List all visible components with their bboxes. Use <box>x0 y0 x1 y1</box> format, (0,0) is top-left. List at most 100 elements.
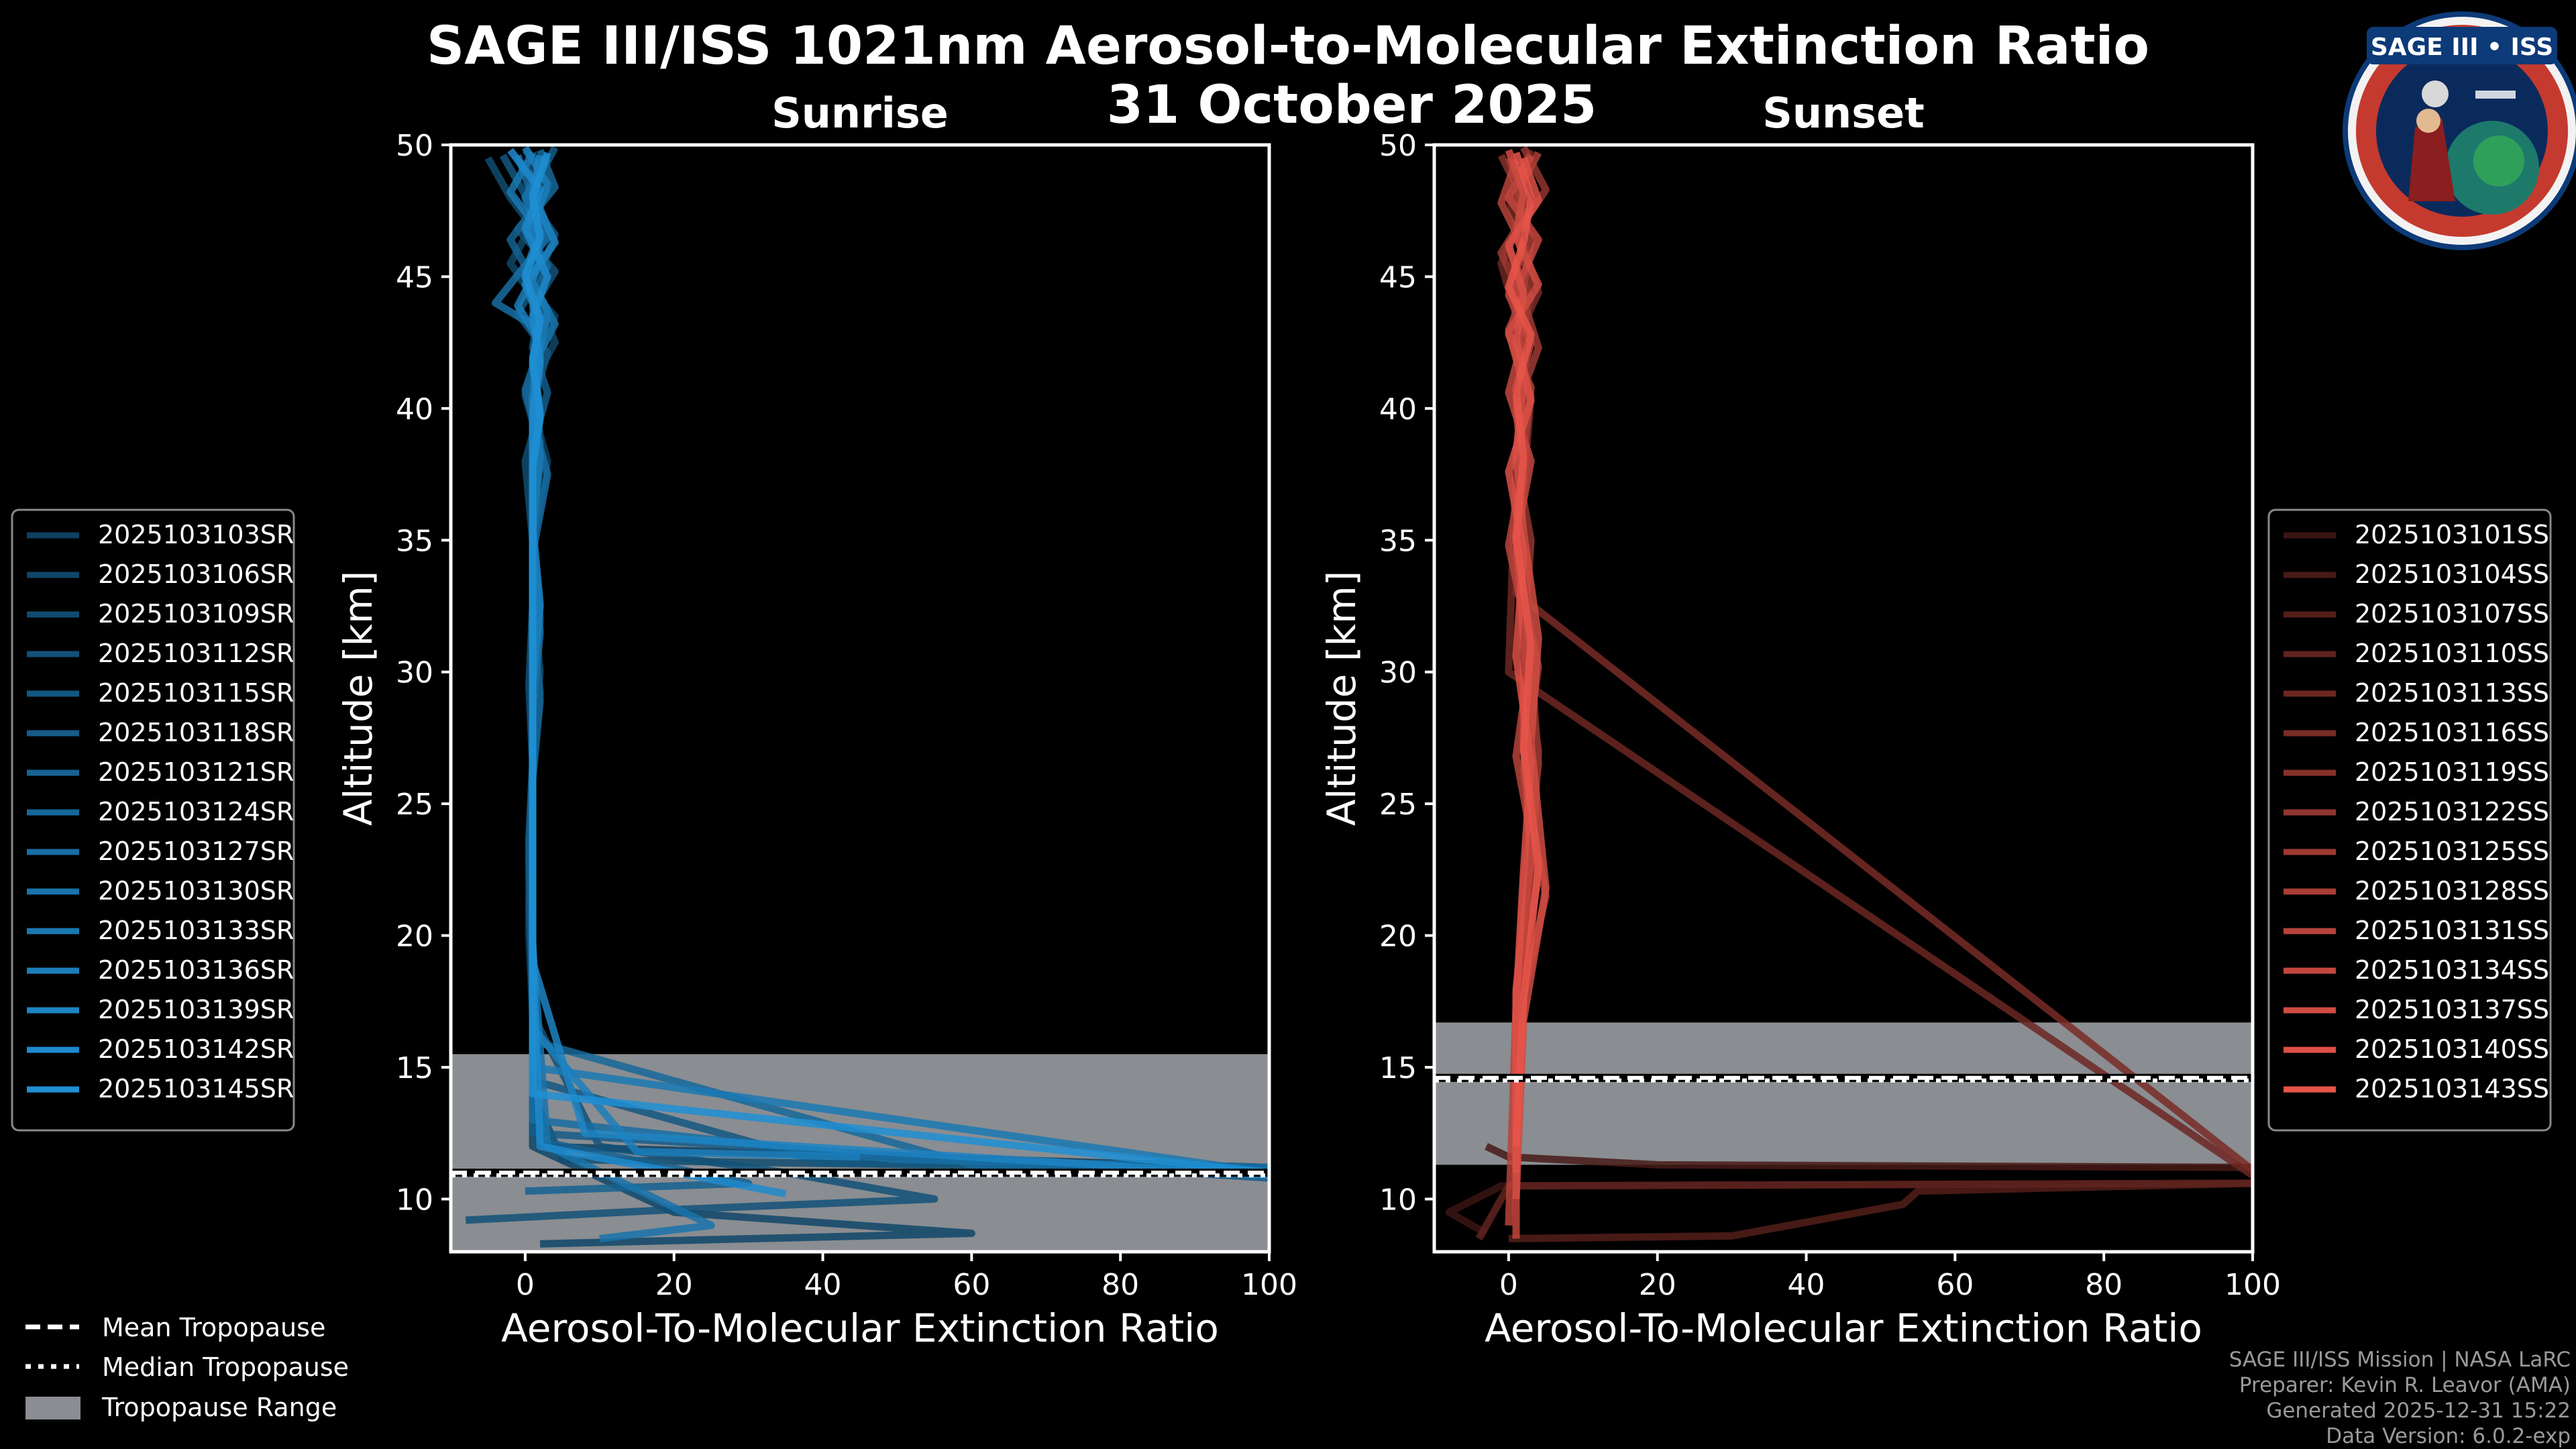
footer-generated: Generated 2025-12-31 15:22 <box>2266 1399 2571 1423</box>
legend-label-2025103119SS: 2025103119SS <box>2355 757 2549 787</box>
sunrise-ytick-label-20: 20 <box>396 920 433 954</box>
sunrise-axes-frame <box>449 143 1271 1254</box>
sunrise-y-axis-label: Altitude [km] <box>335 571 381 826</box>
series-line-2025103107SS <box>1508 1179 2253 1242</box>
legend-label-2025103122SS: 2025103122SS <box>2355 797 2549 826</box>
legend-label-2025103109SR: 2025103109SR <box>98 599 294 629</box>
sunrise-x-axis-label: Aerosol-To-Molecular Extinction Ratio <box>501 1305 1219 1351</box>
sunrise-ytick-label-45: 45 <box>396 260 433 294</box>
series-line-2025103143SS <box>1505 152 1542 1147</box>
sunset-panel-title: Sunset <box>1762 89 1925 138</box>
sunset-legend-frame <box>2267 508 2552 1132</box>
sunset-x-axis-label: Aerosol-To-Molecular Extinction Ratio <box>1485 1305 2202 1351</box>
footer-preparer: Preparer: Kevin R. Leavor (AMA) <box>2239 1373 2571 1397</box>
series-line-2025103104SS <box>1485 1142 2253 1171</box>
sunrise-ytick-label-10: 10 <box>396 1183 433 1217</box>
sunrise-ytick-label-25: 25 <box>396 788 433 822</box>
logo-moon <box>2422 80 2449 107</box>
legend-label-2025103127SR: 2025103127SR <box>98 837 294 866</box>
sunrise-ytick-label-15: 15 <box>396 1051 433 1085</box>
sunrise-xtick-label-60: 60 <box>953 1268 990 1302</box>
median-legend-label: Median Tropopause <box>102 1352 349 1382</box>
sunset-tropopause-range <box>1434 1022 2253 1165</box>
logo-figure <box>2408 117 2455 201</box>
series-line-2025103140SS <box>1505 156 1542 1173</box>
figure-subtitle: 31 October 2025 <box>1107 75 1597 136</box>
sunrise-ytick-label-35: 35 <box>396 524 433 558</box>
logo-banner <box>2367 27 2557 64</box>
legend-label-2025103112SR: 2025103112SR <box>98 639 294 668</box>
legend-label-2025103145SR: 2025103145SR <box>98 1074 294 1104</box>
sunset-ytick-label-40: 40 <box>1379 392 1417 427</box>
mean-legend-label: Mean Tropopause <box>102 1313 325 1342</box>
sunset-xtick-label-100: 100 <box>2224 1268 2281 1302</box>
legend-label-2025103143SS: 2025103143SS <box>2355 1074 2549 1104</box>
sunrise-legend-frame <box>11 508 295 1132</box>
legend-label-2025103113SS: 2025103113SS <box>2355 678 2549 708</box>
sunrise-panel: 0 20 40 60 80 100 10 15 20 25 30 35 40 45 50 Sunrise Aer… <box>11 89 1297 1351</box>
sunrise-xtick-label-80: 80 <box>1102 1268 1139 1302</box>
footer-mission: SAGE III/ISS Mission | NASA LaRC <box>2229 1348 2571 1372</box>
sunset-ytick-label-15: 15 <box>1379 1051 1417 1085</box>
sunrise-xtick-label-40: 40 <box>804 1268 842 1302</box>
sunset-xtick-label-60: 60 <box>1936 1268 1974 1302</box>
legend-label-2025103140SS: 2025103140SS <box>2355 1034 2549 1064</box>
sage-logo: SAGE III • ISS <box>2343 11 2576 250</box>
sunset-xtick-label-40: 40 <box>1788 1268 1825 1302</box>
sunrise-ytick-label-40: 40 <box>396 392 433 427</box>
sunrise-xtick-label-20: 20 <box>655 1268 693 1302</box>
logo-iss <box>2475 91 2516 99</box>
legend-label-2025103101SS: 2025103101SS <box>2355 520 2549 549</box>
legend-label-2025103131SS: 2025103131SS <box>2355 916 2549 945</box>
legend-label-2025103128SS: 2025103128SS <box>2355 876 2549 906</box>
sunrise-plot-area <box>465 146 1269 1248</box>
legend-label-2025103104SS: 2025103104SS <box>2355 559 2549 589</box>
legend-label-2025103137SS: 2025103137SS <box>2355 995 2549 1024</box>
series-line-2025103134SS <box>1505 154 1542 1239</box>
legend-label-2025103134SS: 2025103134SS <box>2355 955 2549 985</box>
sunset-ytick-label-50: 50 <box>1379 129 1417 163</box>
legend-label-2025103133SR: 2025103133SR <box>98 916 294 945</box>
legend-label-2025103106SR: 2025103106SR <box>98 559 294 589</box>
logo-text: SAGE III • ISS <box>2371 34 2553 61</box>
sunrise-ytick-label-30: 30 <box>396 656 433 690</box>
series-line-2025103110SS <box>1475 1179 2253 1241</box>
sunset-axes-frame <box>1432 143 2255 1254</box>
legend-label-2025103118SR: 2025103118SR <box>98 718 294 747</box>
sunrise-xtick-label-100: 100 <box>1241 1268 1297 1302</box>
sunset-ytick-label-45: 45 <box>1379 260 1417 294</box>
sunset-xtick-label-20: 20 <box>1639 1268 1676 1302</box>
legend-label-2025103116SS: 2025103116SS <box>2355 718 2549 747</box>
sunrise-panel-title: Sunrise <box>771 89 949 138</box>
sunset-ytick-label-10: 10 <box>1379 1183 1417 1217</box>
sunrise-xtick-label-0: 0 <box>516 1268 535 1302</box>
legend-label-2025103107SS: 2025103107SS <box>2355 599 2549 629</box>
sunset-ytick-label-35: 35 <box>1379 524 1417 558</box>
sunset-xtick-label-0: 0 <box>1499 1268 1518 1302</box>
legend-label-2025103130SR: 2025103130SR <box>98 876 294 906</box>
footer: SAGE III/ISS Mission | NASA LaRC Prepare… <box>2229 1348 2571 1448</box>
sunset-xtick-label-80: 80 <box>2085 1268 2123 1302</box>
sunset-ytick-label-30: 30 <box>1379 656 1417 690</box>
legend-label-2025103125SS: 2025103125SS <box>2355 837 2549 866</box>
footer-version: Data Version: 6.0.2-exp <box>2326 1424 2571 1448</box>
legend-label-2025103139SR: 2025103139SR <box>98 995 294 1024</box>
series-line-2025103145SR <box>521 152 1269 1177</box>
figure-title: SAGE III/ISS 1021nm Aerosol-to-Molecular… <box>427 16 2149 76</box>
legend-label-2025103115SR: 2025103115SR <box>98 678 294 708</box>
range-legend-swatch <box>25 1397 80 1419</box>
sunset-ytick-label-25: 25 <box>1379 788 1417 822</box>
sunset-plot-area <box>1445 146 2253 1242</box>
legend-label-2025103121SR: 2025103121SR <box>98 757 294 787</box>
legend-label-2025103124SR: 2025103124SR <box>98 797 294 826</box>
sunset-ytick-label-20: 20 <box>1379 920 1417 954</box>
legend-label-2025103103SR: 2025103103SR <box>98 520 294 549</box>
logo-face <box>2416 109 2440 133</box>
sunset-y-axis-label: Altitude [km] <box>1319 571 1364 826</box>
sunset-panel: 0 20 40 60 80 100 10 15 20 25 30 35 40 45 50 Sunset Aero… <box>1319 89 2552 1351</box>
sunrise-ytick-label-50: 50 <box>396 129 433 163</box>
logo-continent <box>2473 136 2524 186</box>
legend-label-2025103136SR: 2025103136SR <box>98 955 294 985</box>
